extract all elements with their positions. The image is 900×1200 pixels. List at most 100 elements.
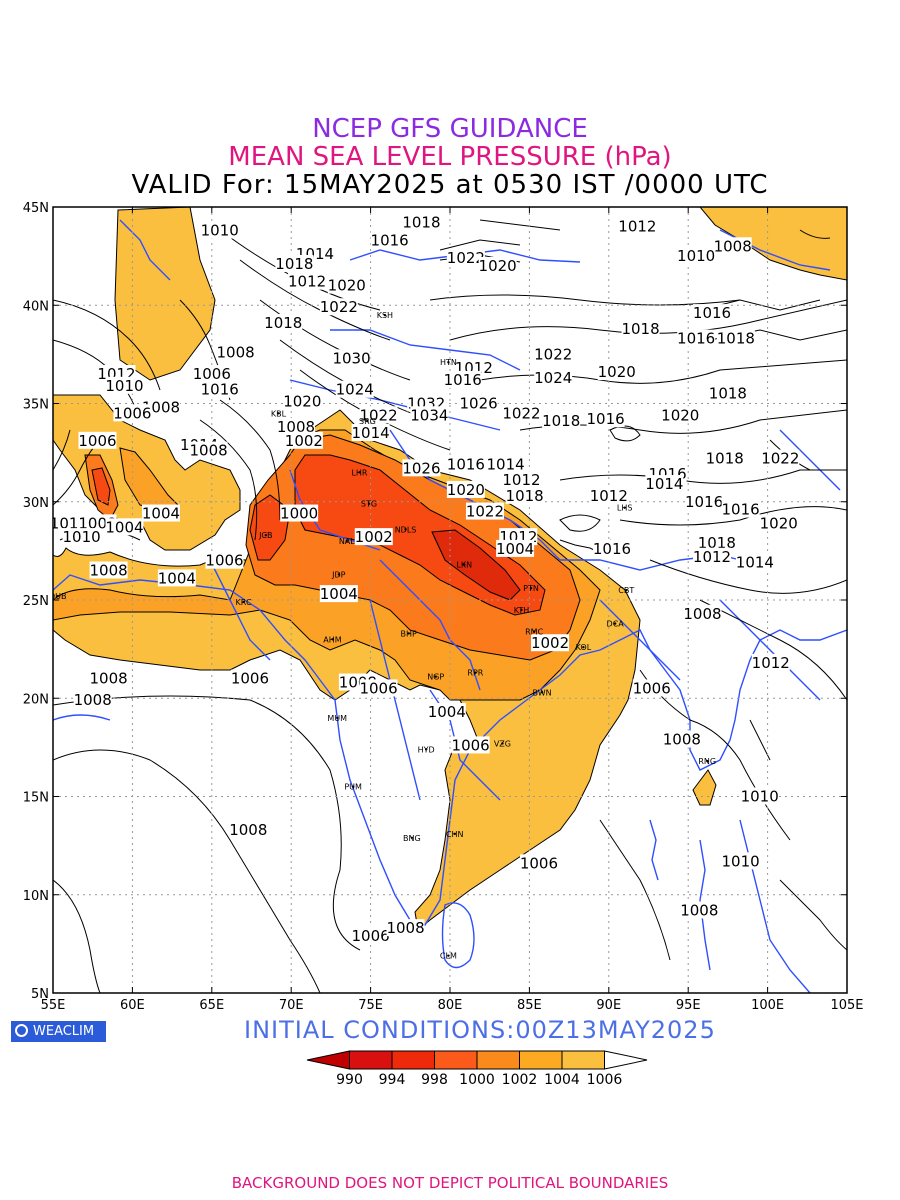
contour-label: 1002 — [355, 528, 393, 546]
lat-tick-label: 30N — [23, 496, 49, 511]
city-label: KOL — [576, 643, 592, 652]
city-marker — [407, 632, 410, 635]
contour-label: 1018 — [706, 450, 744, 468]
contour-label-bg — [275, 254, 314, 272]
contour-label: 1012 — [618, 218, 656, 236]
contour-label-bg — [721, 500, 760, 518]
city-marker — [582, 645, 585, 649]
lon-tick-label: 55E — [41, 998, 66, 1013]
city-marker — [447, 954, 450, 957]
city-label: LHS — [617, 504, 633, 513]
colorbar-segment — [519, 1050, 563, 1070]
city-marker — [242, 600, 245, 604]
contour-label: 1016 — [693, 304, 731, 322]
contour-label: 1014 — [352, 424, 390, 442]
city-label: KTH — [514, 606, 530, 615]
city-marker — [529, 587, 533, 590]
contour-label: 1018 — [542, 412, 580, 430]
lon-tick-label: 90E — [596, 998, 621, 1013]
contour-label: 1014 — [486, 455, 524, 473]
contour-label-bg — [519, 854, 558, 872]
coastlines — [53, 219, 847, 993]
contour-label-bg — [721, 852, 760, 870]
contour-label: 1004 — [496, 540, 534, 558]
contour-label-bg — [189, 441, 228, 459]
city-marker — [383, 313, 387, 317]
title-line1: NCEP GFS GUIDANCE — [312, 114, 588, 144]
colorbar-segment — [561, 1050, 605, 1070]
contour-label-bg — [502, 471, 541, 489]
lon-tick-label: 95E — [676, 998, 701, 1013]
contour-label: 1012 — [590, 487, 628, 505]
logo-text: WEACLIM — [33, 1024, 95, 1039]
contour-label: 1018 — [506, 487, 544, 505]
city-label: CHN — [446, 830, 464, 839]
contour-label: 1020 — [283, 393, 321, 411]
colorbar-tick-label: 1006 — [587, 1072, 623, 1088]
contour-label: 1002 — [531, 634, 569, 652]
city-label: NAL — [339, 537, 355, 546]
contour-label-bg — [370, 231, 409, 249]
colorbar-segment — [306, 1050, 350, 1070]
contour-label-bg — [685, 492, 724, 510]
contour-label: 1010 — [741, 788, 779, 806]
contour-label: 1020 — [598, 363, 636, 381]
contour-label: 1022 — [534, 345, 572, 363]
contour-label-bg — [335, 380, 374, 398]
city-marker — [331, 638, 334, 641]
lon-tick-label: 105E — [830, 998, 863, 1013]
contour-label-bg — [113, 404, 152, 422]
lat-tick-label: 20N — [23, 692, 49, 707]
contour-label-bg — [592, 539, 631, 557]
contour-label-bg — [735, 553, 774, 571]
contour-label-bg — [359, 406, 398, 424]
contour-label-bg — [62, 528, 101, 546]
contour-label: 1008 — [386, 919, 424, 937]
contour-label-bg — [677, 329, 716, 347]
contour-label-bg — [284, 431, 323, 449]
contour-label-bg — [505, 486, 544, 504]
contour-label: 1010 — [201, 222, 239, 240]
contour-label: 1012 — [502, 471, 540, 489]
city-label: HTN — [440, 358, 457, 367]
lat-lon-grid — [53, 207, 847, 993]
city-label: KBL — [271, 409, 287, 418]
colorbar-tick-label: 1004 — [544, 1072, 580, 1088]
contour-label: 1010 — [62, 528, 100, 546]
contour-label-bg — [354, 528, 393, 546]
contour-label-bg — [740, 787, 779, 805]
contour-label: 1020 — [760, 514, 798, 532]
contour-label: 1018 — [709, 385, 747, 403]
contour-label-bg — [216, 343, 255, 361]
contour-label-bg — [157, 569, 196, 587]
colorbar-segment — [349, 1050, 393, 1070]
contour-label: 1018 — [621, 320, 659, 338]
weaclim-logo: WEACLIM — [11, 1021, 106, 1042]
contour-label: 1018 — [264, 314, 302, 332]
contour-label-bg — [276, 418, 315, 436]
contour-label: 1004 — [428, 703, 466, 721]
contour-label-bg — [697, 534, 736, 552]
contour-label-bg — [618, 217, 657, 235]
contour-label: 1008 — [683, 605, 721, 623]
lon-tick-label: 65E — [199, 998, 224, 1013]
contour-label: 1008 — [680, 901, 718, 919]
city-marker — [351, 785, 355, 788]
contour-label: 1004 — [158, 569, 196, 587]
contour-label-bg — [708, 384, 747, 402]
contour-label: 1022 — [359, 406, 397, 424]
contour-label: 1004 — [320, 585, 358, 603]
city-marker — [404, 528, 407, 531]
colorbar-tick-label: 1002 — [502, 1072, 538, 1088]
contour-label: 1022 — [447, 249, 485, 267]
contour-label: 1008 — [714, 237, 752, 255]
lon-tick-label: 85E — [517, 998, 542, 1013]
city-marker — [337, 573, 341, 576]
city-label: AHM — [323, 635, 341, 644]
contour-label: 1016 — [593, 540, 631, 558]
contour-label-bg — [597, 363, 636, 381]
contour-label: 1034 — [410, 406, 448, 424]
contour-label-bg — [351, 927, 390, 945]
contour-label-bg — [192, 365, 231, 383]
colorbar: 990 994 998 1000 1002 1004 1006 — [306, 1050, 648, 1088]
